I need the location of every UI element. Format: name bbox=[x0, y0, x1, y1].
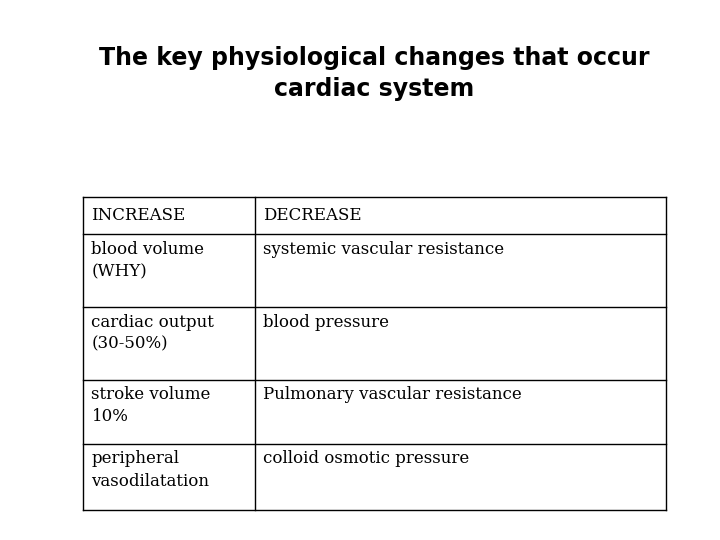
Text: stroke volume
10%: stroke volume 10% bbox=[91, 386, 211, 426]
Text: colloid osmotic pressure: colloid osmotic pressure bbox=[264, 450, 469, 468]
Text: INCREASE: INCREASE bbox=[91, 207, 186, 224]
Text: DECREASE: DECREASE bbox=[264, 207, 362, 224]
Text: Pulmonary vascular resistance: Pulmonary vascular resistance bbox=[264, 386, 522, 403]
Text: The key physiological changes that occur
cardiac system: The key physiological changes that occur… bbox=[99, 46, 649, 100]
Text: blood pressure: blood pressure bbox=[264, 314, 390, 330]
Text: systemic vascular resistance: systemic vascular resistance bbox=[264, 241, 505, 258]
Text: blood volume
(WHY): blood volume (WHY) bbox=[91, 241, 204, 280]
Text: peripheral
vasodilatation: peripheral vasodilatation bbox=[91, 450, 210, 490]
Text: cardiac output
(30-50%): cardiac output (30-50%) bbox=[91, 314, 215, 353]
